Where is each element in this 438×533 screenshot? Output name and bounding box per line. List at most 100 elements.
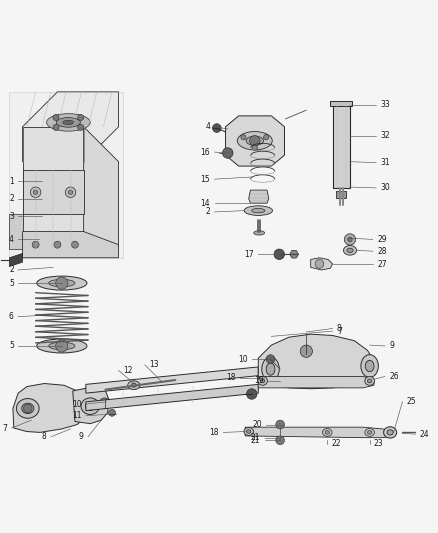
Ellipse shape [347,248,353,253]
Polygon shape [10,253,22,266]
Circle shape [223,148,233,158]
Circle shape [348,237,352,241]
Text: 31: 31 [381,158,390,167]
Ellipse shape [261,379,265,383]
Text: 32: 32 [381,131,390,140]
Text: 8: 8 [42,432,46,441]
Text: 21: 21 [251,433,261,442]
Text: 19: 19 [254,376,264,385]
Polygon shape [22,92,119,161]
Text: 8: 8 [337,324,342,333]
Circle shape [53,115,59,120]
Ellipse shape [258,376,268,385]
Circle shape [23,404,32,413]
Circle shape [300,345,312,357]
Ellipse shape [262,357,279,381]
Ellipse shape [46,114,90,131]
Text: 5: 5 [9,279,14,288]
Ellipse shape [128,381,140,390]
Ellipse shape [85,402,95,410]
Text: 33: 33 [381,100,390,109]
Text: 3: 3 [9,212,14,221]
Ellipse shape [325,431,329,434]
Circle shape [212,124,221,133]
Text: 1: 1 [9,177,14,186]
Ellipse shape [322,429,332,437]
Circle shape [344,234,356,245]
Circle shape [56,340,68,352]
Circle shape [250,135,260,146]
Polygon shape [245,427,394,438]
Polygon shape [22,171,84,214]
Text: 14: 14 [201,199,210,208]
Circle shape [65,187,76,198]
Ellipse shape [367,431,372,434]
Ellipse shape [49,279,75,287]
Polygon shape [10,92,123,258]
Circle shape [33,190,38,195]
Text: 25: 25 [407,397,417,406]
Text: 28: 28 [377,247,387,256]
Text: 12: 12 [123,366,132,375]
Ellipse shape [252,208,265,213]
Circle shape [264,135,269,140]
Text: 26: 26 [389,372,399,381]
Text: 10: 10 [72,400,81,408]
Ellipse shape [361,354,378,377]
Text: 7: 7 [2,424,7,433]
Polygon shape [258,334,375,389]
Polygon shape [10,214,22,249]
Polygon shape [330,101,352,106]
Ellipse shape [367,379,372,383]
Ellipse shape [266,363,275,375]
Text: 30: 30 [381,183,390,192]
Circle shape [68,190,73,195]
Text: 27: 27 [377,260,387,269]
Polygon shape [226,116,285,166]
Ellipse shape [365,429,374,437]
Polygon shape [249,190,269,203]
Circle shape [276,420,285,429]
Ellipse shape [365,360,374,372]
Text: 4: 4 [9,235,14,244]
Circle shape [241,135,246,140]
Circle shape [252,145,258,150]
Text: 24: 24 [420,430,430,439]
Text: 16: 16 [201,148,210,157]
Polygon shape [22,231,119,258]
Text: 5: 5 [9,342,14,351]
Polygon shape [86,384,258,410]
Ellipse shape [247,430,251,433]
Text: 15: 15 [201,175,210,184]
Polygon shape [258,376,374,388]
Polygon shape [86,367,258,393]
Text: 2: 2 [9,265,14,274]
Ellipse shape [37,276,87,290]
Polygon shape [336,191,346,198]
Circle shape [78,115,84,120]
Ellipse shape [37,339,87,353]
Text: 21: 21 [251,436,261,445]
Ellipse shape [57,118,81,127]
Text: 10: 10 [238,354,247,364]
Text: 23: 23 [374,439,384,448]
Circle shape [53,124,59,131]
Ellipse shape [244,206,272,215]
Circle shape [276,436,285,445]
Circle shape [78,124,84,131]
Text: 2: 2 [205,207,210,216]
Ellipse shape [16,399,39,418]
Ellipse shape [384,427,397,438]
Circle shape [32,241,39,248]
Text: 18: 18 [226,373,236,382]
Circle shape [54,241,61,248]
Ellipse shape [387,430,393,435]
Polygon shape [332,105,350,188]
Text: 20: 20 [252,420,262,429]
Polygon shape [22,127,84,249]
Circle shape [30,187,41,198]
Text: 17: 17 [244,250,254,259]
Ellipse shape [246,136,264,146]
Polygon shape [73,386,109,424]
Circle shape [109,409,116,416]
